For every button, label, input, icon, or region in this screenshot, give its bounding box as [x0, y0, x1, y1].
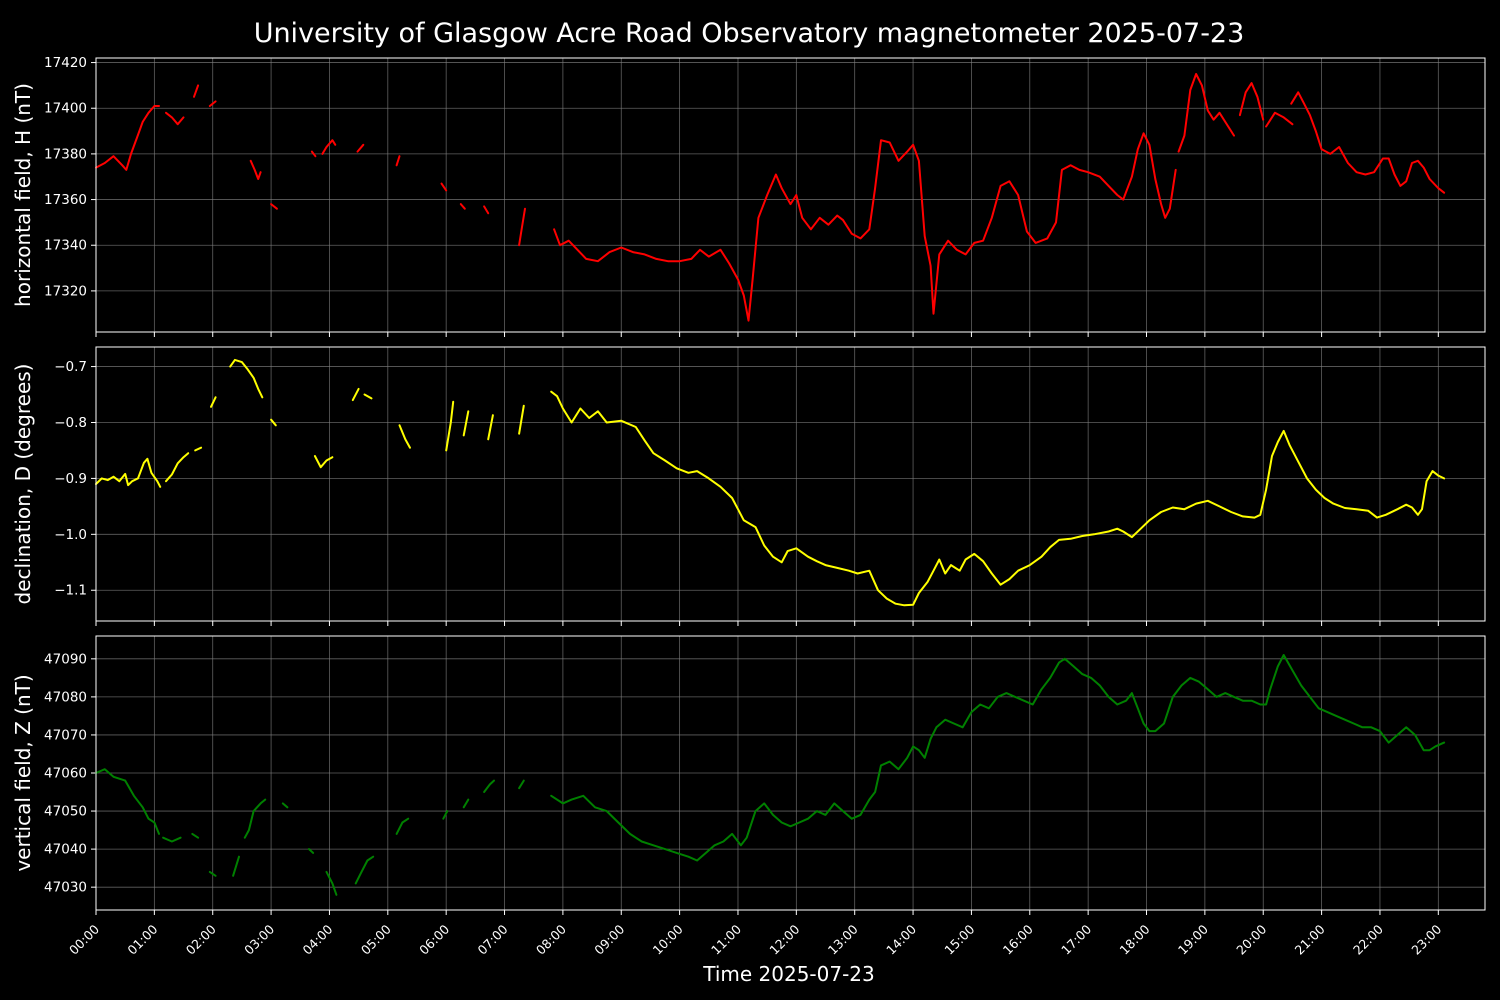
h-panel: 17320 17340 17360 17380 17400 17420 horizontal…	[11, 55, 1486, 337]
series-segment	[1238, 82, 1265, 121]
series-segment	[208, 870, 217, 877]
y-axis-label: vertical field, Z (nT)	[11, 674, 35, 871]
series-segment	[281, 802, 289, 809]
series-segment	[95, 768, 160, 835]
series-segment	[95, 105, 160, 171]
y-tick-label: 17400	[44, 101, 87, 117]
d-panel: −1.1 −1.0 −0.9 −0.8 −0.7 declination, D (degr…	[11, 346, 1486, 626]
y-tick-label: 17380	[44, 146, 87, 162]
series-segment	[442, 810, 449, 820]
y-tick-label: −0.7	[54, 359, 87, 375]
series-segment	[363, 393, 373, 400]
series-segment	[165, 111, 185, 126]
series-segment	[518, 404, 525, 435]
series-segment	[462, 798, 470, 809]
series-segment	[193, 84, 200, 98]
series-segment	[243, 798, 267, 839]
series-segment	[487, 414, 494, 441]
y-tick-label: 17320	[44, 283, 87, 299]
series-segment	[354, 855, 375, 885]
series-segment	[208, 100, 217, 107]
y-axis-label: horizontal field, H (nT)	[11, 83, 35, 307]
series-segment	[313, 455, 334, 469]
series-segment	[550, 390, 1446, 607]
series-segment	[310, 150, 317, 158]
y-tick-label: 17340	[44, 238, 87, 254]
y-tick-label: −1.0	[54, 527, 87, 543]
series-segment	[1265, 111, 1294, 128]
series-segment	[398, 424, 411, 449]
series-segment	[395, 155, 401, 167]
series-segment	[459, 203, 466, 210]
plot-frame	[95, 635, 1486, 911]
series-segment	[270, 203, 278, 210]
plot-frame	[95, 57, 1486, 333]
series-segment	[165, 452, 190, 483]
series-segment	[194, 446, 203, 452]
y-tick-label: 47050	[44, 804, 87, 820]
series-segment	[232, 855, 240, 877]
series-segment	[308, 848, 315, 854]
y-tick-label: 47030	[44, 880, 87, 896]
series-segment	[518, 207, 526, 247]
series-segment	[249, 159, 262, 180]
y-tick-label: 47060	[44, 766, 87, 782]
series-segment	[351, 387, 360, 402]
series-segment	[95, 457, 162, 488]
y-tick-label: 47040	[44, 842, 87, 858]
x-axis-label: Time 2025-07-23	[702, 962, 875, 986]
series-segment	[325, 870, 338, 896]
series-segment	[162, 836, 182, 843]
figure-title: University of Glasgow Acre Road Observat…	[254, 18, 1245, 49]
y-tick-label: 47090	[44, 651, 87, 667]
series-segment	[483, 779, 495, 793]
series-segment	[229, 358, 264, 399]
y-tick-label: −0.9	[54, 471, 87, 487]
series-segment	[395, 817, 410, 835]
y-axis-label: declination, D (degrees)	[11, 364, 35, 605]
series-segment	[356, 143, 365, 153]
series-segment	[321, 139, 337, 155]
y-tick-label: −0.8	[54, 415, 87, 431]
series-segment	[191, 832, 200, 839]
series-segment	[210, 396, 217, 408]
series-segment	[1290, 91, 1446, 194]
series-segment	[550, 654, 1446, 862]
series-segment	[1177, 73, 1235, 153]
series-segment	[483, 205, 490, 215]
y-tick-label: 17360	[44, 192, 87, 208]
series-segment	[270, 418, 277, 427]
y-tick-label: 47080	[44, 689, 87, 705]
y-tick-label: −1.1	[54, 583, 87, 599]
series-segment	[445, 400, 455, 452]
y-tick-label: 47070	[44, 727, 87, 743]
series-segment	[518, 779, 525, 790]
y-tick-label: 17420	[44, 55, 87, 71]
series-segment	[553, 132, 1177, 322]
panels: 17320 17340 17360 17380 17400 17420 horizontal…	[11, 55, 1486, 958]
series-segment	[462, 410, 470, 437]
plot-frame	[95, 346, 1486, 622]
series-segment	[440, 182, 448, 192]
